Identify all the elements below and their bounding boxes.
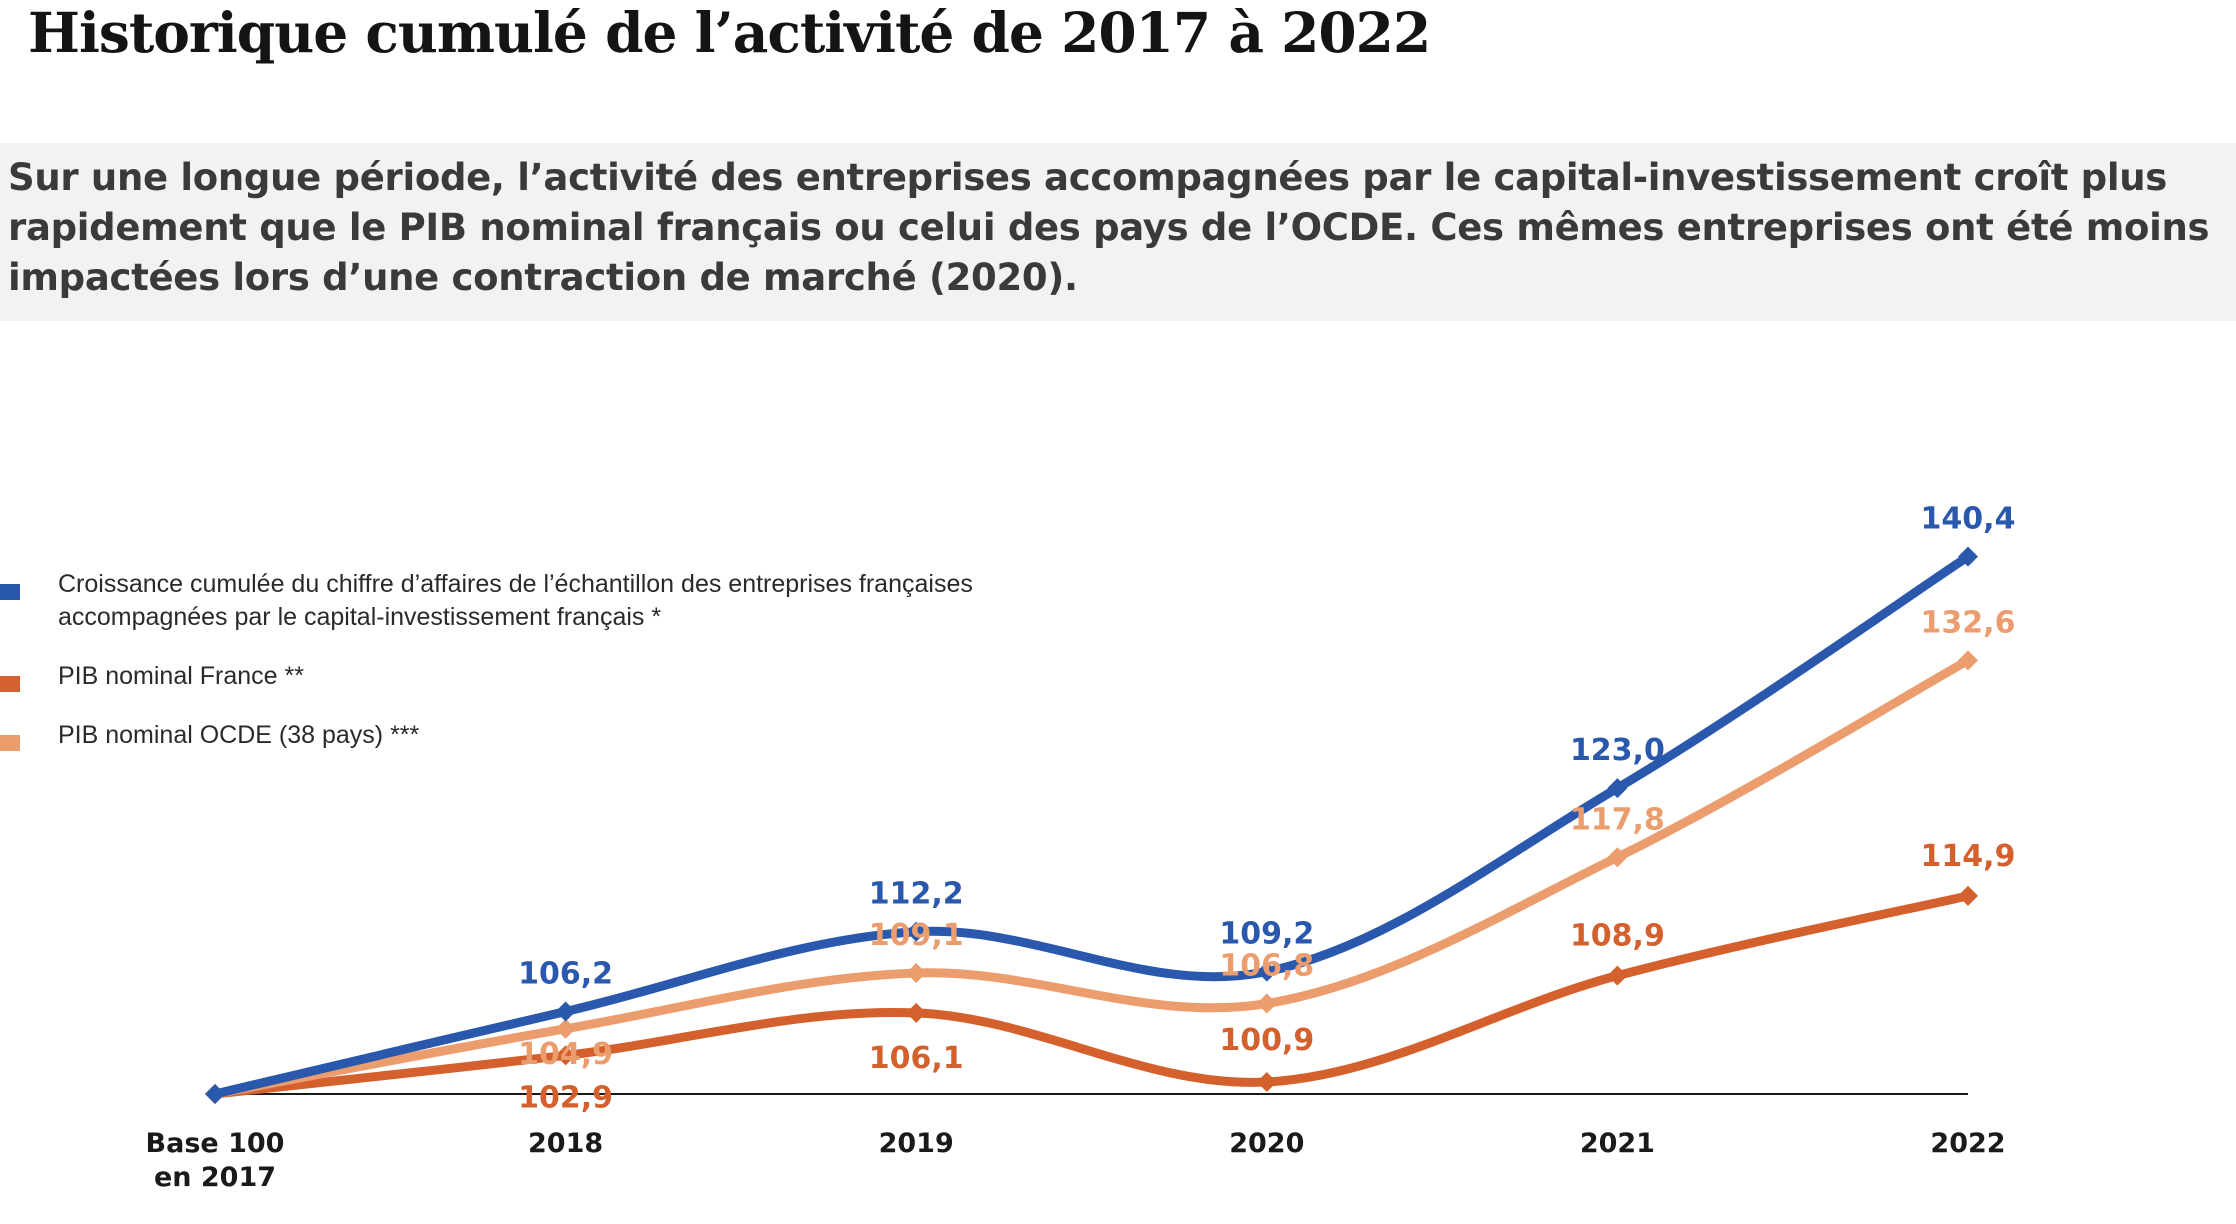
point-gdp-ocde-3	[1256, 993, 1277, 1014]
data-label-gdp-france-3: 100,9	[1219, 1023, 1314, 1058]
chart-legend: Croissance cumulée du chiffre d’affaires…	[0, 568, 1150, 752]
point-pe-revenue-2	[906, 921, 927, 942]
point-gdp-france-5	[1958, 885, 1978, 906]
x-tick-label-5: 2022	[1930, 1128, 2005, 1159]
point-gdp-ocde-5	[1958, 650, 1978, 671]
legend-label-pe-revenue-line2: accompagnées par le capital-investisseme…	[58, 603, 662, 631]
legend-label-gdp-ocde: PIB nominal OCDE (38 pays) ***	[58, 721, 420, 749]
point-gdp-france-2	[906, 1002, 927, 1023]
data-label-gdp-ocde-2: 109,1	[869, 918, 964, 953]
point-pe-revenue-0	[205, 1084, 225, 1104]
data-label-gdp-france-2: 106,1	[869, 1041, 964, 1076]
point-pe-revenue-4	[1607, 778, 1628, 799]
legend-label-pe-revenue-line1: Croissance cumulée du chiffre d’affaires…	[58, 570, 973, 598]
data-label-pe-revenue-1: 106,2	[518, 957, 613, 992]
data-label-gdp-ocde-3: 106,8	[1219, 949, 1314, 984]
data-label-gdp-ocde-5: 132,6	[1921, 605, 2016, 640]
legend-item-gdp-ocde: PIB nominal OCDE (38 pays) ***	[0, 719, 1150, 752]
point-pe-revenue-5	[1958, 546, 1978, 567]
data-label-pe-revenue-2: 112,2	[869, 877, 964, 912]
point-gdp-france-3	[1256, 1072, 1277, 1093]
data-label-gdp-ocde-1: 104,9	[518, 1037, 613, 1072]
x-tick-label-2: 2019	[879, 1128, 954, 1159]
legend-swatch-peach	[0, 735, 20, 751]
legend-item-gdp-france: PIB nominal France **	[0, 660, 1150, 693]
data-label-gdp-france-4: 108,9	[1570, 919, 1665, 954]
point-gdp-ocde-1	[555, 1018, 576, 1039]
data-label-pe-revenue-4: 123,0	[1570, 733, 1665, 768]
legend-item-pe-revenue: Croissance cumulée du chiffre d’affaires…	[0, 568, 1150, 634]
legend-swatch-blue	[0, 584, 20, 600]
data-label-gdp-france-5: 114,9	[1921, 839, 2016, 874]
page-title: Historique cumulé de l’activité de 2017 …	[28, 0, 1431, 65]
legend-label-gdp-france: PIB nominal France **	[58, 662, 304, 690]
subtitle-text: Sur une longue période, l’activité des e…	[8, 156, 2210, 299]
x-tick-label-1: 2018	[528, 1128, 603, 1159]
point-gdp-ocde-4	[1607, 847, 1628, 868]
series-line-gdp-france	[210, 891, 1973, 1099]
legend-swatch-orange	[0, 676, 20, 692]
point-pe-revenue-1	[555, 1001, 576, 1022]
x-tick-label-0: Base 100 en 2017	[146, 1128, 285, 1193]
subtitle-banner: Sur une longue période, l’activité des e…	[0, 143, 2236, 321]
data-label-pe-revenue-3: 109,2	[1219, 917, 1314, 952]
point-pe-revenue-3	[1256, 961, 1277, 982]
data-label-gdp-france-1: 102,9	[518, 1080, 613, 1115]
point-gdp-france-1	[555, 1045, 576, 1066]
x-tick-label-4: 2021	[1580, 1128, 1655, 1159]
point-gdp-france-4	[1607, 965, 1628, 986]
series-line-pe-revenue	[210, 552, 1973, 1099]
series-line-gdp-ocde	[210, 655, 1973, 1099]
point-gdp-ocde-2	[906, 962, 927, 983]
data-label-pe-revenue-5: 140,4	[1921, 502, 2016, 537]
data-label-gdp-ocde-4: 117,8	[1570, 802, 1665, 837]
x-tick-label-3: 2020	[1229, 1128, 1304, 1159]
